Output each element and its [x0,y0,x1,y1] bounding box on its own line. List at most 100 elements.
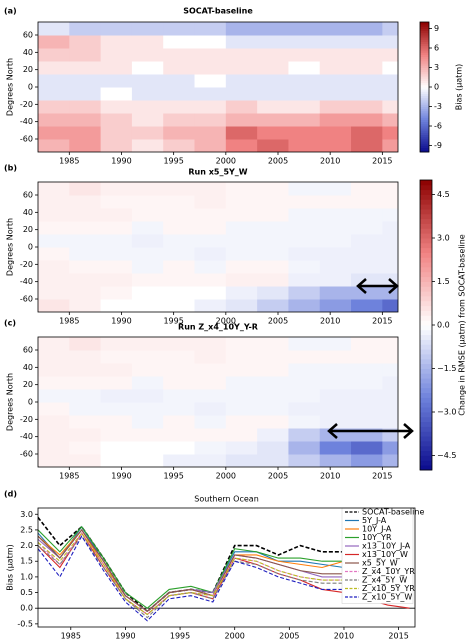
colorbar-step [420,445,432,452]
heat-cell [288,61,321,75]
colorbar-step [420,209,432,215]
heat-cell [382,48,398,62]
heat-cell [225,273,258,287]
heat-cell [38,350,70,364]
y-tick-label: -60 [20,295,33,304]
heat-cell [38,337,70,351]
legend-label: 10Y_YR [362,533,392,542]
heat-cell [38,48,70,62]
heat-cell [319,286,352,300]
heat-cell [100,74,133,88]
colorbar-step [420,136,429,140]
panel-label: (a) [4,7,17,16]
y-tick-label: -40 [20,432,33,441]
heat-cell [382,454,398,467]
x-tick-label: 1985 [61,632,81,641]
heat-cell [257,454,289,467]
heat-cell [319,454,352,467]
heat-cell [382,195,398,209]
heat-cell [69,376,102,390]
chart-title: SOCAT-baseline [183,7,253,16]
heat-cell [69,74,102,88]
heat-cell [225,74,258,88]
heat-cell [100,363,133,377]
colorbar-step [420,149,429,153]
plot-area [38,22,398,152]
colorbar-step [420,145,429,149]
heat-cell [319,389,352,403]
heat-cell [351,441,383,455]
legend-box [341,507,414,604]
heat-cell [38,247,70,261]
heat-cell [382,139,398,152]
heat-cell [351,247,383,261]
colorbar-step [420,28,429,32]
x-tick-label: 2000 [216,157,236,166]
heat-cell [382,389,398,403]
colorbar-step [420,247,432,253]
heat-cell [319,22,352,36]
heat-cell [319,221,352,235]
x-tick-label: 1995 [163,317,183,326]
colorbar-step [420,119,429,123]
heat-cell [131,389,164,403]
heat-cell [225,87,258,101]
legend-label: Z_x4_10Y_YR [362,567,415,576]
colorbar-step [420,41,429,45]
colorbar-label: Bias (μatm) [455,64,464,111]
heat-cell [225,126,258,140]
heat-cell [38,208,70,222]
heat-cell [225,299,258,312]
y-tick-label: 0 [28,398,33,407]
heat-cell [351,195,383,209]
heat-cell [194,87,227,101]
colorbar-step [420,102,429,105]
heat-cell [288,350,321,364]
heat-cell [257,234,289,248]
heat-cell [351,22,383,36]
colorbar-step [420,387,432,394]
heat-cell [288,195,321,209]
heat-cell [38,299,70,312]
heat-cell [257,139,289,152]
heat-cell [257,273,289,287]
heat-cell [131,126,164,140]
y-tick-label: 20 [23,65,33,74]
colorbar-step [420,460,432,466]
heat-cell [319,337,352,351]
heat-cell [257,441,289,455]
plot-area [38,337,398,467]
heat-cell [288,402,321,416]
colorbar-step [420,218,432,224]
colorbar-step [420,87,429,90]
heat-cell [225,389,258,403]
heat-cell [69,234,102,248]
heat-cell [319,182,352,196]
heat-cell [100,273,133,287]
colorbar-step [420,43,429,47]
heat-cell [382,126,398,140]
heat-cell [163,87,196,101]
heat-cell [257,260,289,274]
heat-cell [382,363,398,377]
heat-cell [319,208,352,222]
y-tick-label: 0 [28,243,33,252]
legend-label: x13_10Y_J-A [362,542,411,551]
heat-cell [257,22,289,36]
heat-cell [288,273,321,287]
colorbar-step [420,91,429,94]
heat-cell [100,35,133,49]
heat-cell [319,273,352,287]
heat-cell [319,234,352,248]
heat-cell [319,61,352,75]
heat-cell [351,87,383,101]
heat-cell [288,113,321,127]
x-tick-label: 2010 [320,157,340,166]
heat-cell [382,208,398,222]
colorbar-step [420,93,429,97]
heat-cell [194,195,227,209]
colorbar-step [420,310,432,316]
heat-cell [100,234,133,248]
heat-cell [69,100,102,114]
heat-cell [288,363,321,377]
